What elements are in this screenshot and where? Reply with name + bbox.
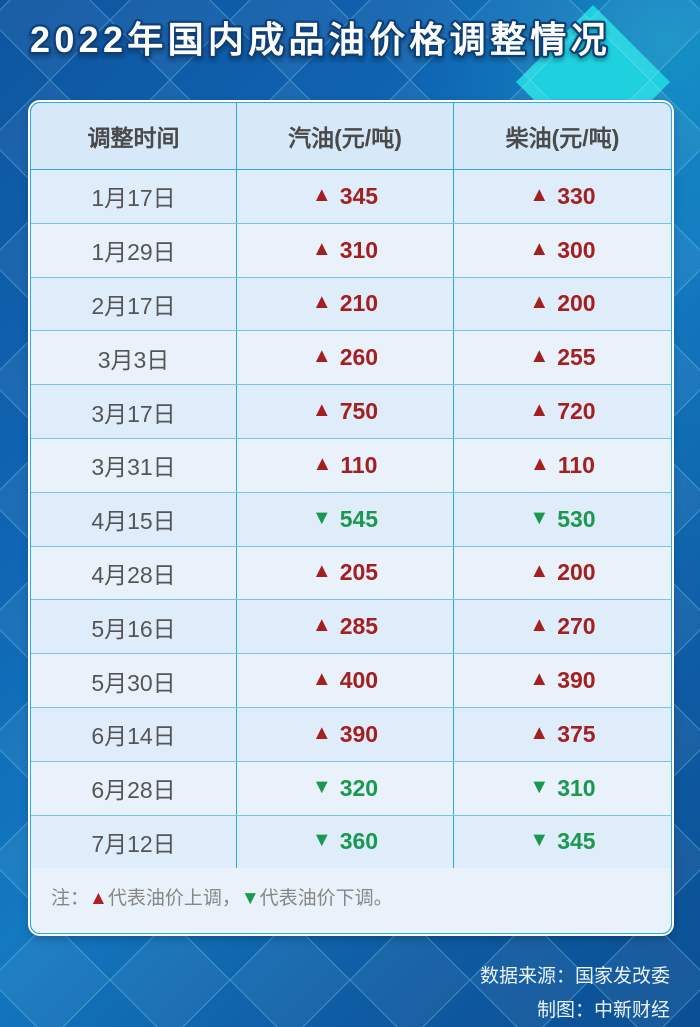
svg-text:2022年国内成品油价格调整情况: 2022年国内成品油价格调整情况 xyxy=(30,19,611,60)
